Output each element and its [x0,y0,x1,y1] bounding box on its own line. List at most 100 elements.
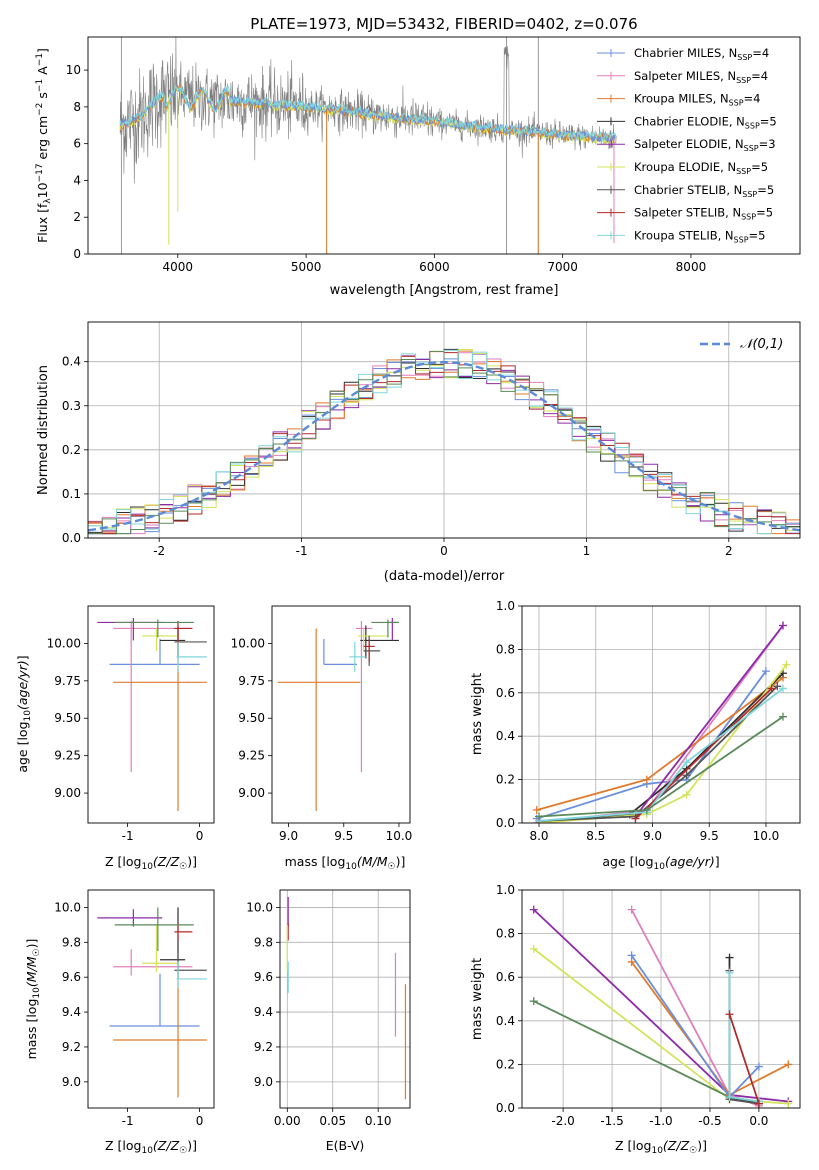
weight-age-marker [642,775,651,784]
y-tick-label: 2 [73,210,81,224]
y-tick-label: 9.4 [254,1005,273,1019]
x-tick-label: 8.5 [586,829,605,843]
x-tick-label: -1 [296,544,308,558]
weight-age-marker [767,684,776,693]
y-tick-label: 0.4 [62,355,81,369]
legend-entry: Salpeter MILES, NSSP=4 [634,69,768,85]
y-tick-label: 9.75 [238,674,265,688]
weight-age-marker [773,682,782,691]
age-Z-ylabel: age [log10(age/yr)] [15,655,33,772]
axes-frame [521,889,801,1109]
axes-spectrum: 4000 5000 6000 7000 8000 0 2 4 6 8 10 [66,36,801,274]
weight-Z-line [728,970,760,1105]
y-tick-label: 9.75 [54,674,81,688]
weight-Z-line [630,909,760,1107]
y-tick-label: 9.2 [254,1040,273,1054]
y-tick-label: 0.8 [496,642,515,656]
x-tick-label: 0.0 [749,1114,768,1128]
errorbar-point [349,641,366,672]
x-tick-label: 6000 [419,260,450,274]
y-tick-label: 9.50 [54,711,81,725]
age-Z-xlabel: Z [log10(Z/Z☉)] [105,854,197,872]
weight-Z-marker [529,944,538,953]
x-tick-label: -1.5 [600,1114,623,1128]
y-tick-label: 4 [73,173,81,187]
legend-entry: Kroupa STELIB, NSSP=5 [634,228,765,244]
x-tick-label: 0 [196,829,204,843]
x-tick-label: 10.0 [753,829,780,843]
x-tick-label: -0.5 [698,1114,721,1128]
axes-mass_vs_Z: -1 0 9.0 9.2 9.4 9.6 9.8 10.0 [54,889,215,1128]
errorbar-point [174,923,193,941]
x-tick-label: -1 [122,1114,134,1128]
y-tick-label: 0.8 [496,927,515,941]
figure-title: PLATE=1973, MJD=53432, FIBERID=0402, z=0… [250,15,637,33]
errorbar-point [176,961,207,988]
y-tick-label: 10.0 [246,900,273,914]
y-tick-label: 0.0 [496,816,515,830]
x-tick-label: 1 [583,544,591,558]
errorbar-point [113,970,207,1098]
mass-Z-ylabel: mass [log10(M/M☉)] [24,939,42,1060]
y-tick-label: 9.2 [62,1040,81,1054]
residual-xlabel: (data-model)/error [384,569,505,584]
errorbar-point [109,973,200,1027]
y-tick-label: 0.4 [496,729,515,743]
errorbar-point [323,638,358,665]
x-tick-label: 5000 [291,260,322,274]
y-tick-label: 9.50 [238,711,265,725]
plot-area-weight_vs_Z [529,905,793,1108]
weight-age-marker [642,805,651,814]
plot-area-spectrum [119,37,617,254]
x-tick-label: 0.05 [319,1114,346,1128]
spectrum-legend: Chabrier MILES, NSSP=4 Salpeter MILES, NS… [597,46,777,244]
x-tick-label: -2 [153,544,165,558]
y-tick-label: 0.2 [496,773,515,787]
y-tick-label: 10.0 [54,900,81,914]
weight-age-marker [682,771,691,780]
weight-age-line [538,685,778,822]
y-tick-label: 0 [73,247,81,261]
y-tick-label: 9.25 [54,749,81,763]
x-tick-label: 0 [440,544,448,558]
weight-age-xlabel: age [log10(age/yr)] [602,854,719,872]
x-tick-label: -1 [122,829,134,843]
y-tick-label: 0.3 [62,399,81,413]
residual-legend: 𝒩(0,1) [740,337,783,352]
y-tick-label: 9.0 [62,1075,81,1089]
weight-Z-marker [725,1010,734,1019]
axes-mass_vs_EBV: 0.00 0.05 0.10 9.0 9.2 9.4 9.6 9.8 10.0 [246,889,411,1128]
errorbar-point [97,909,163,927]
model-spectrum [119,84,617,143]
errorbar-point [142,924,178,972]
axes-age_vs_mass: 9.0 9.5 10.0 9.00 9.25 9.50 9.75 10.00 [231,605,412,843]
weight-age-marker [631,814,640,823]
spectrum-xlabel: wavelength [Angstrom, rest frame] [330,283,559,298]
errorbar-point [176,641,207,672]
y-tick-label: 9.8 [62,935,81,949]
y-tick-label: 9.4 [62,1005,81,1019]
y-tick-label: 9.6 [254,970,273,984]
errorbar-point [97,617,163,641]
x-tick-label: 0.10 [365,1114,392,1128]
axes-frame [279,889,411,1109]
weight-Z-marker [784,1099,793,1108]
mass-Z-xlabel: Z [log10(Z/Z☉)] [105,1138,197,1156]
legend-entry: Chabrier STELIB, NSSP=5 [634,183,774,199]
weight-age-line [538,687,784,822]
y-tick-label: 0.2 [496,1057,515,1071]
x-tick-label: 0 [196,1114,204,1128]
errorbar-point [160,907,186,969]
weight-Z-marker [754,1062,763,1071]
weight-age-line [634,687,773,820]
x-tick-label: -1.0 [649,1114,672,1128]
axes-age_vs_Z: -1 0 9.00 9.25 9.50 9.75 10.00 [47,605,215,843]
errorbar-point [174,620,193,644]
weight-Z-marker [627,951,636,960]
errorbar-point [113,949,193,976]
y-tick-label: 0.4 [496,1014,515,1028]
errorbar-point [363,638,375,662]
y-tick-label: 9.25 [238,749,265,763]
x-tick-label: 9.0 [643,829,662,843]
